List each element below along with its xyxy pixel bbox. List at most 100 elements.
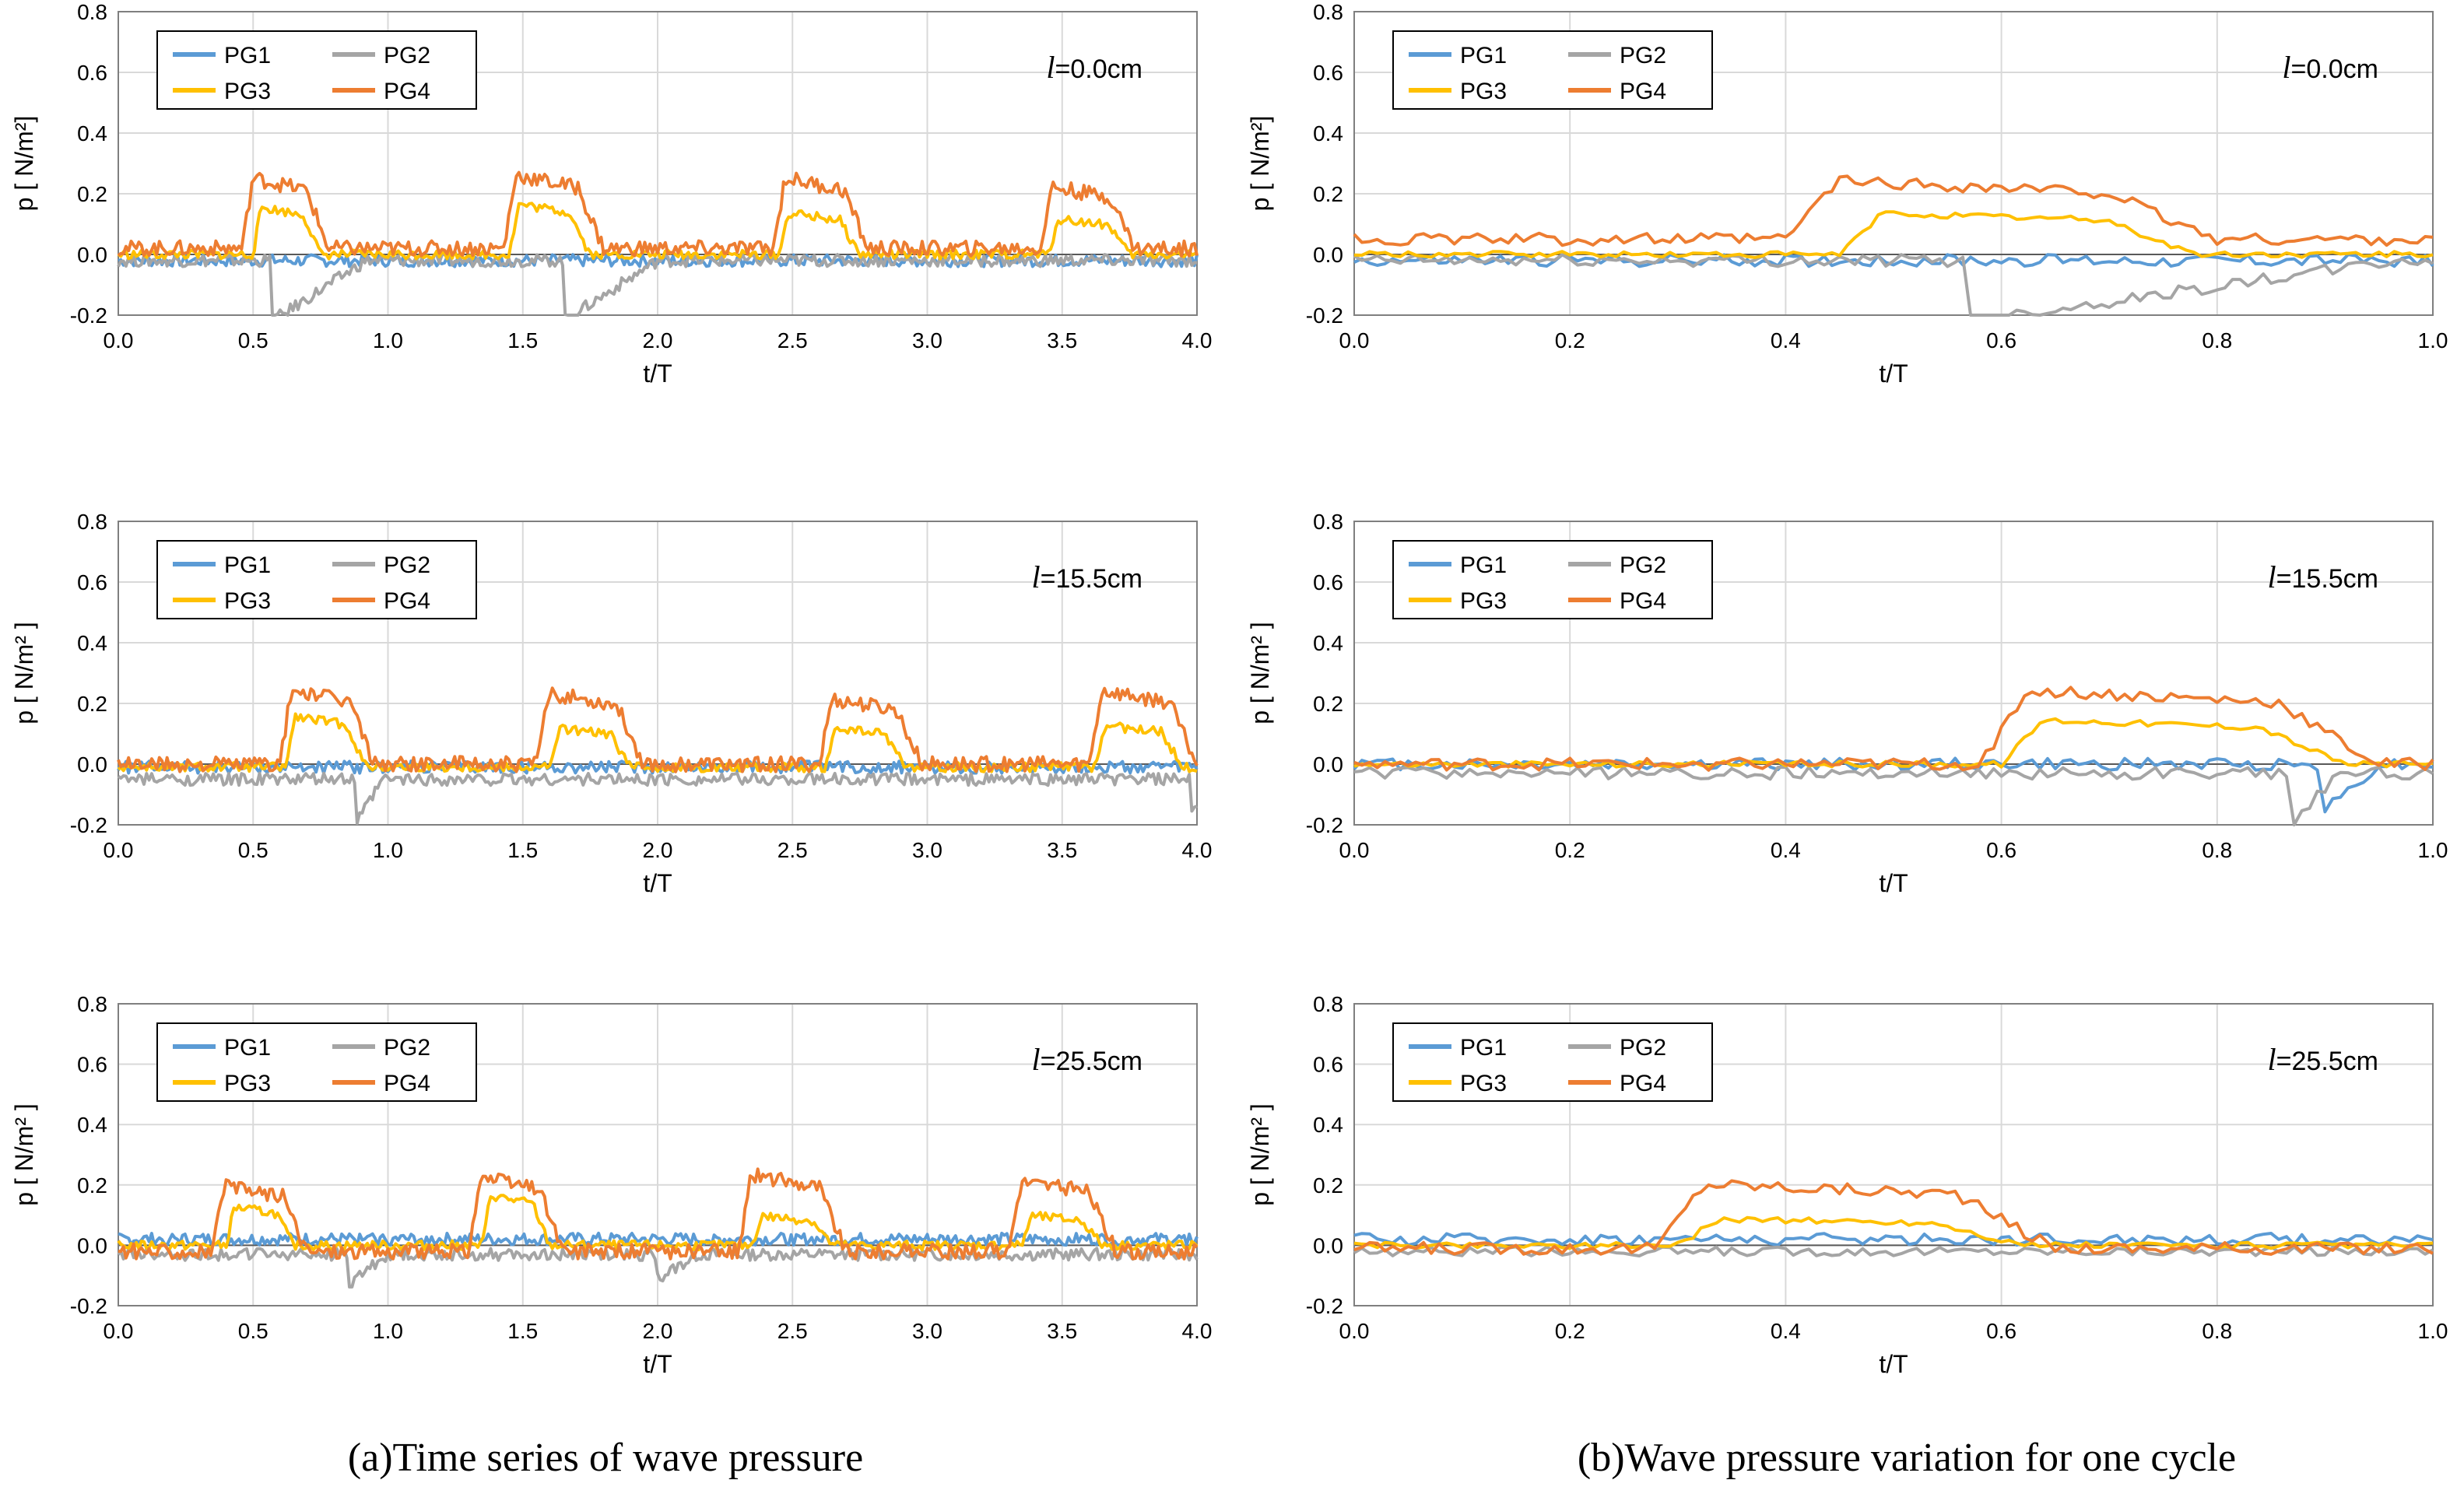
plot-frame <box>1353 1003 2434 1306</box>
legend-label-pg1: PG1 <box>224 43 271 68</box>
legend-label-pg3: PG3 <box>1460 1071 1507 1096</box>
annotation-distance: l=15.5cm <box>2268 559 2378 594</box>
legend-box <box>156 540 477 619</box>
series-line-pg3 <box>1353 1215 2434 1250</box>
legend-label-pg2: PG2 <box>384 43 430 68</box>
x-tick-label: 0.0 <box>1339 838 1370 862</box>
legend-label-pg3: PG3 <box>224 79 271 104</box>
y-axis-label: p [ N/m² ] <box>1246 622 1274 724</box>
x-tick-label: 1.5 <box>507 1319 538 1343</box>
annotation-value: =25.5cm <box>2276 1047 2378 1076</box>
series-line-pg4 <box>117 686 1199 773</box>
y-tick-label: 0.0 <box>1313 752 1343 777</box>
x-tick-label: 0.8 <box>2202 1319 2232 1343</box>
y-tick-label: 0.4 <box>77 631 107 655</box>
legend: PG1 PG2 PG3 PG4 <box>1392 540 1713 619</box>
legend-label-pg2: PG2 <box>384 552 430 578</box>
x-tick-label: 1.0 <box>373 328 403 352</box>
legend-box <box>156 30 477 110</box>
y-tick-label: 0.8 <box>1313 510 1343 534</box>
series-line-pg3 <box>117 712 1198 773</box>
x-tick-label: 0.8 <box>2202 328 2232 352</box>
legend-label-pg3: PG3 <box>224 1071 271 1096</box>
x-tick-label: 0.0 <box>104 1319 134 1343</box>
y-tick-label: -0.2 <box>1306 303 1343 328</box>
x-tick-label: 0.2 <box>1555 1319 1585 1343</box>
y-tick-label: 0.2 <box>1313 1173 1343 1198</box>
series-line-pg4 <box>1353 686 2434 772</box>
x-axis-label: t/T <box>1879 359 1908 388</box>
x-axis-label: t/T <box>1879 1350 1908 1378</box>
y-tick-label: 0.2 <box>77 692 107 716</box>
annotation-value: =15.5cm <box>1041 564 1142 594</box>
x-tick-label: 1.0 <box>2418 328 2448 352</box>
series-line-pg2 <box>117 1247 1199 1289</box>
legend-label-pg2: PG2 <box>384 1035 430 1061</box>
x-tick-label: 0.4 <box>1771 838 1801 862</box>
series-line-pg1 <box>1353 253 2434 268</box>
legend-label-pg4: PG4 <box>1620 588 1666 614</box>
chart-panel-b-0: 0.0 0.2 0.4 0.6 0.8 1.0-0.20.00.20.40.60.8t/T… <box>1246 0 2448 388</box>
series-line-pg3 <box>1353 717 2434 769</box>
chart-panel-a-1: 0.0 0.5 1.0 1.5 2.0 2.5 3.0 3.5 4.0-0.20.00.20.4… <box>10 510 1212 897</box>
annotation-value: =15.5cm <box>2276 564 2378 594</box>
x-axis-label: t/T <box>643 359 672 388</box>
legend-label-pg1: PG1 <box>224 552 271 578</box>
annotation-distance: l=0.0cm <box>2282 50 2378 85</box>
chart-panel-a-0: 0.0 0.5 1.0 1.5 2.0 2.5 3.0 3.5 4.0-0.20.00.20.4… <box>10 0 1212 388</box>
x-axis-label: t/T <box>643 1350 672 1378</box>
x-tick-label: 1.5 <box>507 838 538 862</box>
x-tick-label: 0.6 <box>1986 328 2016 352</box>
x-tick-label: 0.5 <box>238 1319 269 1343</box>
legend-label-pg4: PG4 <box>384 1071 430 1096</box>
y-tick-label: 0.0 <box>1313 243 1343 267</box>
chart-panel-a-2: 0.0 0.5 1.0 1.5 2.0 2.5 3.0 3.5 4.0-0.20.00.20.4… <box>10 992 1212 1378</box>
y-tick-label: 0.8 <box>1313 0 1343 24</box>
x-tick-label: 0.5 <box>238 838 269 862</box>
series-line-pg2 <box>1353 1245 2434 1257</box>
plot-frame <box>118 11 1198 316</box>
x-tick-label: 0.0 <box>104 838 134 862</box>
annotation-symbol: l <box>2268 1042 2276 1077</box>
x-tick-label: 2.5 <box>777 1319 808 1343</box>
annotation-symbol: l <box>1032 559 1041 594</box>
x-tick-label: 0.0 <box>1339 328 1370 352</box>
y-tick-label: 0.6 <box>77 570 107 594</box>
legend-box <box>1392 30 1713 110</box>
x-tick-label: 2.5 <box>777 838 808 862</box>
x-tick-label: 4.0 <box>1182 1319 1213 1343</box>
x-tick-label: 1.0 <box>373 838 403 862</box>
annotation-distance: l=25.5cm <box>2268 1042 2378 1077</box>
x-tick-label: 1.5 <box>507 328 538 352</box>
legend-label-pg1: PG1 <box>1460 43 1507 68</box>
annotation-symbol: l <box>1046 50 1055 85</box>
series-line-pg4 <box>1353 174 2434 247</box>
y-tick-label: 0.0 <box>77 752 107 777</box>
y-tick-label: 0.2 <box>77 1173 107 1198</box>
x-tick-label: 3.5 <box>1047 328 1077 352</box>
x-tick-label: 0.4 <box>1771 328 1801 352</box>
x-tick-label: 4.0 <box>1182 838 1213 862</box>
plot-frame <box>118 521 1198 826</box>
plot-frame <box>1353 11 2434 316</box>
chart-panel-b-1: 0.0 0.2 0.4 0.6 0.8 1.0-0.20.00.20.40.60.8t/T… <box>1246 510 2448 897</box>
y-axis-label: p [ N/m² ] <box>1246 1103 1274 1206</box>
x-tick-label: 0.4 <box>1771 1319 1801 1343</box>
y-tick-label: -0.2 <box>1306 1294 1343 1318</box>
legend-label-pg4: PG4 <box>1620 79 1666 104</box>
annotation-distance: l=25.5cm <box>1032 1042 1142 1077</box>
legend: PG1 PG2 PG3 PG4 <box>1392 1022 1713 1102</box>
plot-frame <box>1353 521 2434 826</box>
y-tick-label: 0.0 <box>77 243 107 267</box>
x-tick-label: 0.2 <box>1555 838 1585 862</box>
y-tick-label: 0.8 <box>77 510 107 534</box>
y-tick-label: 0.2 <box>1313 182 1343 206</box>
legend-label-pg4: PG4 <box>384 588 430 614</box>
y-axis-label: p [ N/m²] <box>10 116 38 212</box>
legend: PG1 PG2 PG3 PG4 <box>156 30 477 110</box>
x-tick-label: 0.0 <box>1339 1319 1370 1343</box>
series-line-pg4 <box>118 1167 1199 1261</box>
legend-label-pg1: PG1 <box>1460 552 1507 578</box>
x-tick-label: 3.5 <box>1047 1319 1077 1343</box>
